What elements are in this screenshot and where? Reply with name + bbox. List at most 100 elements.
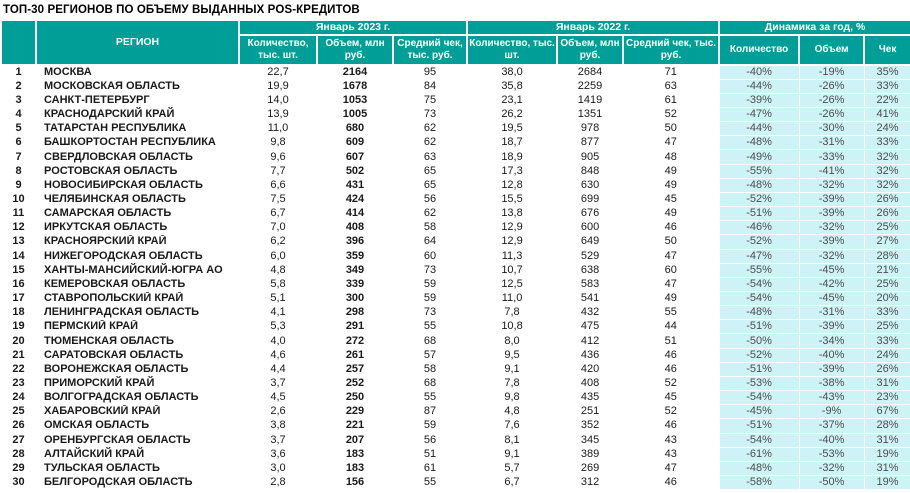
dynamics-volume-cell: -42%: [798, 276, 865, 293]
avg-check-2023-cell: 60: [423, 249, 437, 262]
region-cell: ПРИМОРСКИЙ КРАЙ: [44, 377, 155, 390]
qty-2023-cell: 3,8: [270, 419, 286, 432]
avg-check-2023-cell: 56: [423, 192, 437, 205]
table-row: 18 ЛЕНИНГРАДСКАЯ ОБЛАСТЬ 4,1 298 73 7,8 432 55 -…: [1, 305, 910, 321]
qty-2022-cell: 35,8: [501, 79, 523, 92]
dynamics-volume-cell: -39%: [798, 191, 865, 208]
dynamics-qty-cell: -54%: [718, 276, 800, 293]
volume-2022-cell: 676: [580, 207, 600, 220]
dynamics-check-cell: 41%: [863, 106, 910, 123]
table-row: 2 МОСКОВСКАЯ ОБЛАСТЬ 19,9 1678 84 35,8 2259 63 -…: [1, 78, 910, 94]
qty-2022-cell: 38,0: [501, 66, 523, 79]
avg-check-2023-cell: 95: [423, 66, 437, 79]
avg-check-2022-cell: 50: [664, 235, 677, 248]
dynamics-check-cell: 19%: [863, 446, 910, 462]
avg-check-2022-cell: 47: [664, 277, 677, 290]
dynamics-volume-cell: -31%: [798, 135, 865, 151]
dynamics-check-cell: 25%: [863, 276, 910, 293]
qty-2023-cell: 11,0: [267, 122, 289, 135]
rank-cell: 29: [12, 461, 25, 474]
avg-check-2022-cell: 43: [664, 447, 677, 460]
avg-check-2023-cell: 65: [423, 178, 437, 191]
qty-2022-cell: 23,1: [501, 93, 523, 106]
rank-cell: 3: [15, 93, 22, 106]
dynamics-qty-cell: -54%: [718, 290, 800, 307]
dynamics-check-cell: 25%: [863, 220, 910, 236]
rank-cell: 24: [12, 391, 25, 404]
table-header: РЕГИОН Январь 2023 г. Январь 2022 г. Дин…: [0, 19, 910, 66]
dynamics-check-cell: 27%: [863, 234, 910, 250]
avg-check-2023-cell: 75: [423, 93, 437, 106]
avg-check-2023-cell: 55: [423, 320, 437, 333]
dynamics-volume-cell: -39%: [798, 234, 865, 250]
dynamics-volume-cell: -31%: [798, 305, 865, 321]
qty-2022-cell: 9,1: [504, 362, 520, 375]
volume-2023-cell: 502: [345, 164, 365, 177]
dynamics-qty-cell: -54%: [718, 432, 800, 448]
rank-cell: 5: [15, 122, 22, 135]
qty-2022-cell: 8,0: [504, 334, 520, 347]
rank-cell: 17: [12, 292, 25, 305]
dynamics-check-cell: 21%: [863, 262, 910, 278]
volume-2022-cell: 345: [580, 433, 600, 446]
volume-2022-cell: 269: [580, 461, 600, 474]
dynamics-volume-cell: -26%: [798, 78, 865, 94]
volume-2022-cell: 848: [580, 164, 600, 177]
dynamics-check-cell: 20%: [863, 290, 910, 307]
dynamics-qty-cell: -48%: [718, 135, 800, 151]
region-cell: НИЖЕГОРОДСКАЯ ОБЛАСТЬ: [44, 249, 203, 262]
avg-check-2022-cell: 45: [664, 192, 677, 205]
avg-check-2023-cell: 51: [423, 447, 437, 460]
table-row: 17 СТАВРОПОЛЬСКИЙ КРАЙ 5,1 300 59 11,0 541 49 -5…: [1, 290, 910, 307]
volume-2022-cell: 436: [580, 348, 600, 361]
dynamics-check-cell: 24%: [863, 121, 910, 137]
qty-2023-cell: 19,9: [267, 79, 289, 92]
dynamics-check-cell: 26%: [863, 191, 910, 208]
volume-2022-cell: 2684: [577, 66, 603, 79]
rank-cell: 15: [12, 263, 25, 276]
rank-cell: 8: [15, 164, 22, 177]
rank-cell: 28: [12, 447, 25, 460]
qty-2022-cell: 13,8: [501, 207, 523, 220]
volume-2022-cell: 529: [580, 249, 600, 262]
qty-2022-cell: 5,7: [504, 461, 520, 474]
region-cell: НОВОСИБИРСКАЯ ОБЛАСТЬ: [44, 178, 203, 191]
qty-2023-cell: 9,8: [270, 136, 286, 149]
dynamics-check-cell: 32%: [863, 163, 910, 179]
qty-2022-cell: 9,5: [504, 348, 520, 361]
dynamics-volume-cell: -32%: [798, 220, 865, 236]
volume-2023-cell: 229: [345, 405, 365, 418]
volume-2023-cell: 207: [345, 433, 365, 446]
qty-2023-cell: 4,0: [270, 334, 286, 347]
dynamics-qty-cell: -49%: [718, 149, 800, 165]
avg-check-2022-cell: 46: [664, 419, 677, 432]
dynamics-volume-cell: -41%: [798, 163, 865, 179]
group-header-dynamics: Динамика за год, %: [718, 19, 910, 36]
qty-2022-cell: 7,8: [504, 306, 520, 319]
dynamics-qty-cell: -51%: [718, 418, 800, 434]
dynamics-check-cell: 31%: [863, 375, 910, 392]
region-cell: СТАВРОПОЛЬСКИЙ КРАЙ: [44, 292, 184, 305]
table-row: 1 МОСКВА 22,7 2164 95 38,0 2684 71 -40% -19% 35%: [1, 64, 910, 80]
dynamics-volume-cell: -40%: [798, 347, 865, 363]
avg-check-2023-cell: 59: [423, 292, 437, 305]
avg-check-2023-cell: 64: [423, 235, 437, 248]
volume-2022-cell: 905: [580, 150, 600, 163]
qty-2022-cell: 11,3: [501, 249, 523, 262]
qty-2022-cell: 8,1: [504, 433, 520, 446]
qty-2023-cell: 5,8: [270, 277, 286, 290]
rank-cell: 26: [12, 419, 25, 432]
dynamics-qty-cell: -55%: [718, 262, 800, 278]
table-row: 5 ТАТАРСТАН РЕСПУБЛИКА 11,0 680 62 19,5 978 50 -…: [1, 121, 910, 137]
avg-check-2023-cell: 73: [423, 306, 437, 319]
volume-2022-cell: 978: [580, 122, 600, 135]
dynamics-qty-cell: -44%: [718, 78, 800, 94]
volume-2023-cell: 1053: [342, 93, 368, 106]
avg-check-2023-cell: 62: [423, 122, 437, 135]
qty-2023-cell: 5,1: [270, 292, 286, 305]
avg-check-2023-cell: 62: [423, 136, 437, 149]
dynamics-qty-cell: -47%: [718, 106, 800, 123]
qty-2022-cell: 11,0: [501, 292, 523, 305]
qty-2022-cell: 7,6: [504, 419, 520, 432]
